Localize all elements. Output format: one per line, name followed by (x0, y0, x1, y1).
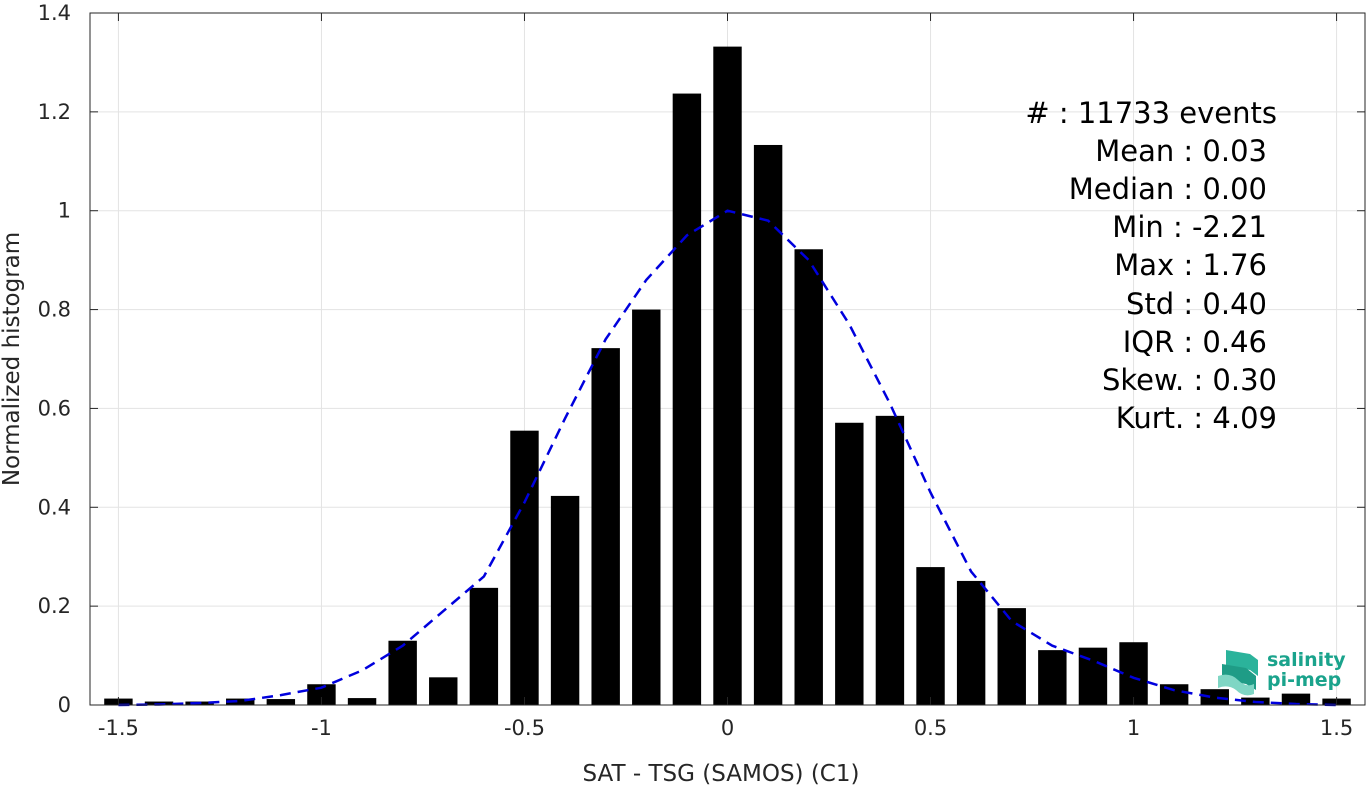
y-tick-label: 1 (58, 199, 71, 223)
x-tick-labels: -1.5 -1 -0.5 0 0.5 1 1.5 (98, 716, 1353, 740)
x-axis-label: SAT - TSG (SAMOS) (C1) (583, 761, 860, 785)
y-tick-label: 0.2 (38, 594, 71, 618)
y-tick-label: 0 (58, 693, 71, 717)
stat-max: Max : 1.76 (1114, 248, 1267, 282)
salinity-pimep-logo: salinity pi-mep (1218, 649, 1346, 696)
y-tick-label: 0.4 (38, 495, 71, 519)
logo-line1: salinity (1267, 649, 1346, 671)
histogram-bar (347, 698, 377, 705)
stat-count: # : 11733 events (1025, 96, 1277, 130)
stat-median: Median : 0.00 (1069, 172, 1267, 206)
stat-iqr: IQR : 0.46 (1123, 325, 1267, 359)
histogram-bar (835, 422, 864, 705)
histogram-bar (753, 144, 783, 705)
x-tick-label: 1.5 (1320, 716, 1353, 740)
histogram-bar (266, 699, 296, 705)
histogram-bar (550, 495, 580, 705)
histogram-bar (469, 587, 499, 705)
histogram-bar (794, 249, 823, 706)
histogram-bar (997, 608, 1026, 705)
x-tick-label: -1 (311, 716, 332, 740)
histogram-bar (672, 93, 702, 705)
histogram-bar (632, 309, 661, 705)
histogram-bar (510, 430, 539, 705)
x-tick-label: -1.5 (98, 716, 139, 740)
y-tick-label: 1.2 (38, 100, 71, 124)
stat-mean: Mean : 0.03 (1095, 134, 1267, 168)
x-tick-label: 1 (1127, 716, 1140, 740)
histogram-bar (1200, 689, 1229, 705)
y-axis-label: Normalized histogram (0, 232, 25, 486)
y-tick-label: 0.6 (38, 396, 71, 420)
histogram-bar (875, 415, 905, 705)
stats-box: # : 11733 events Mean : 0.03 Median : 0.… (1025, 96, 1277, 435)
histogram-bar (307, 684, 336, 705)
x-tick-label: -0.5 (504, 716, 545, 740)
y-tick-label: 1.4 (38, 1, 71, 25)
wave-icon (1218, 650, 1258, 696)
histogram-bar (713, 46, 742, 705)
x-tick-label: 0 (721, 716, 734, 740)
y-tick-label: 0.8 (38, 298, 71, 322)
histogram-bar (1159, 684, 1189, 705)
ticks (90, 12, 1365, 706)
gaussian-fit-line (118, 209, 1337, 707)
histogram-bar (1038, 650, 1067, 705)
histogram-bar (591, 348, 620, 705)
x-tick-label: 0.5 (914, 716, 947, 740)
histogram-bar (429, 677, 458, 705)
logo-line2: pi-mep (1267, 669, 1341, 691)
histogram-bar (916, 567, 945, 705)
y-tick-labels: 0 0.2 0.4 0.6 0.8 1 1.2 1.4 (38, 1, 71, 717)
bars (104, 46, 1351, 706)
stat-skew: Skew. : 0.30 (1102, 363, 1277, 397)
histogram-bar (1119, 642, 1148, 705)
stat-std: Std : 0.40 (1126, 287, 1267, 321)
stat-min: Min : -2.21 (1112, 210, 1267, 244)
histogram-bar (1281, 693, 1311, 705)
histogram-bar (388, 640, 417, 705)
stat-kurt: Kurt. : 4.09 (1116, 401, 1277, 435)
histogram-bar (956, 580, 986, 705)
histogram-bar (226, 698, 255, 705)
